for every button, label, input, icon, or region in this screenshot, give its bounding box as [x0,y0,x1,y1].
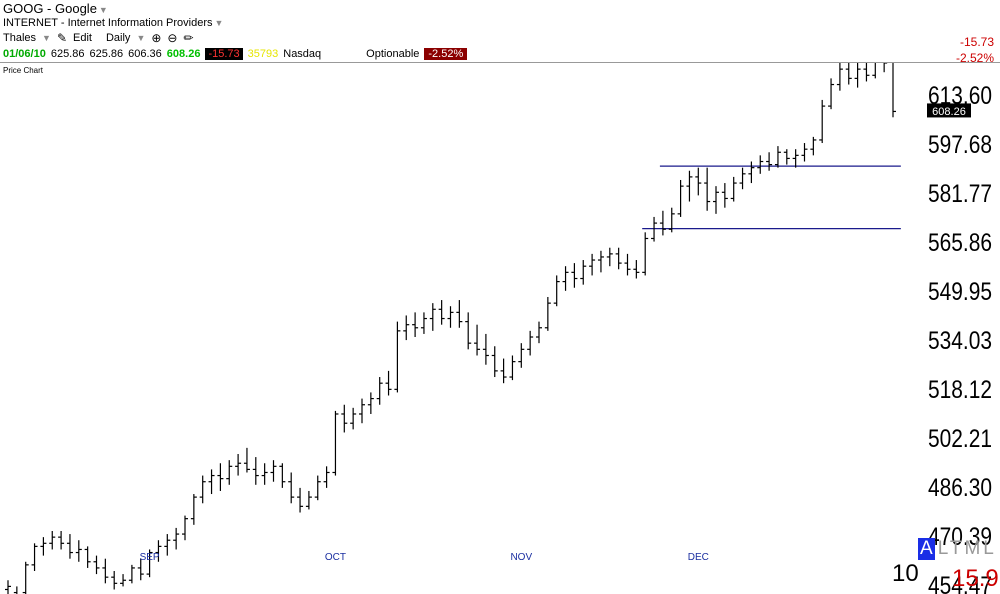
quote-change: -15.73 [205,48,243,60]
quote-low: 606.36 [128,48,162,60]
net-change-box: -15.73 -2.52% [956,34,994,66]
user-dropdown-icon[interactable]: ▼ [42,33,51,43]
y-axis-tick-label: 549.95 [928,278,992,306]
industry-dropdown-icon[interactable]: ▼ [214,18,224,28]
industry-text: INTERNET - Internet Information Provider… [3,17,213,29]
last-price-tag-label: 608.26 [932,106,966,118]
altml-indicator[interactable]: A LTML [918,538,997,560]
edit-menu[interactable]: Edit [73,32,92,44]
zoom-in-icon[interactable]: ⊕ [151,31,162,45]
x-axis-month-label: DEC [688,552,709,563]
y-axis-tick-label: 581.77 [928,180,992,208]
net-change-value: -15.73 [959,35,994,49]
y-axis-tick-label: 486.30 [928,474,992,502]
draw-pencil-icon[interactable]: ✏ [183,31,194,45]
net-change-pct: -2.52% [955,51,994,65]
chart-header: GOOG - Google ▼ INTERNET - Internet Infor… [0,0,1000,65]
last-price-tag [927,103,971,118]
period-dropdown-icon[interactable]: ▼ [136,33,146,43]
footer-left-value: 10 [892,560,919,587]
pane-label: Price Chart [3,66,44,75]
header-divider [0,62,1000,63]
y-axis-tick-label: 454.47 [928,572,992,594]
footer-right-value: 15.9 [952,565,999,592]
y-axis-tick-label: 597.68 [928,131,992,159]
title-dropdown-icon[interactable]: ▼ [98,5,108,15]
quote-high: 625.86 [89,48,124,60]
y-axis-tick-label: 534.03 [928,327,992,355]
x-axis-month-label: SEP [140,552,160,563]
quote-open: 625.86 [50,48,85,60]
y-axis-tick-label: 470.39 [928,523,992,551]
user-menu[interactable]: Thales [3,32,37,44]
zoom-out-icon[interactable]: ⊖ [167,31,178,45]
period-menu[interactable]: Daily [105,32,131,44]
quote-strip: 01/06/10 625.86 625.86 606.36 608.26 -15… [3,48,468,60]
price-chart[interactable]: 613.60597.68581.77565.86549.95534.03518.… [0,63,1000,594]
edit-icon[interactable]: ✎ [56,31,68,45]
quote-date: 01/06/10 [3,48,46,60]
altml-active[interactable]: A [918,538,935,560]
quote-pct-change: -2.52% [424,48,468,60]
y-axis-tick-label: 565.86 [928,229,992,257]
x-axis-month-label: NOV [510,552,532,563]
quote-exchange: Nasdaq [283,48,322,60]
symbol-title: GOOG - Google ▼ [3,1,108,16]
industry-label: INTERNET - Internet Information Provider… [3,17,223,29]
quote-optionable: Optionable [366,48,420,60]
y-axis-tick-label: 518.12 [928,376,992,404]
quote-last: 608.26 [166,48,201,60]
altml-rest: LTML [937,538,997,559]
y-axis-tick-label: 502.21 [928,425,992,453]
symbol-title-text: GOOG - Google [3,1,97,16]
toolbar: Thales ▼ ✎ Edit Daily ▼ ⊕ ⊖ ✏ [3,32,194,44]
quote-volume: 35793 [247,48,279,60]
x-axis-month-label: OCT [325,552,346,563]
